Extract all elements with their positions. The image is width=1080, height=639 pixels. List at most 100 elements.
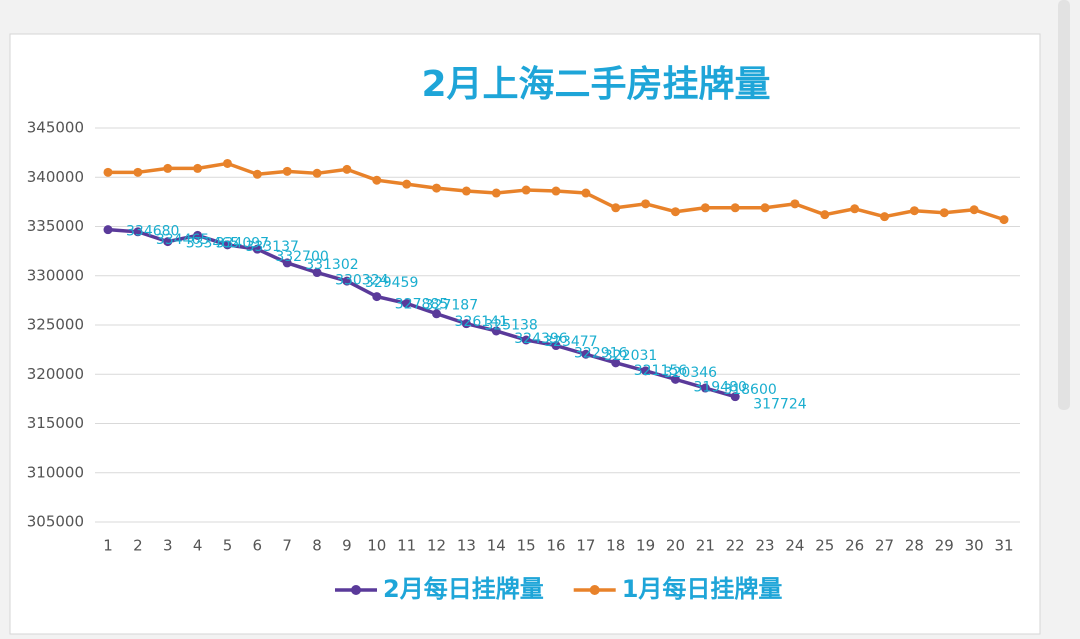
data-point: [461, 186, 471, 196]
x-tick-label: 22: [726, 537, 745, 555]
data-point: [133, 227, 143, 237]
data-point: [521, 335, 531, 345]
data-point: [252, 169, 262, 179]
data-point: [133, 167, 143, 177]
data-point: [312, 168, 322, 178]
x-tick-label: 25: [815, 537, 834, 555]
data-label: 327187: [425, 297, 478, 313]
x-tick-label: 31: [994, 537, 1013, 555]
data-point: [700, 203, 710, 213]
data-point: [521, 185, 531, 195]
y-tick-label: 345000: [27, 119, 84, 137]
x-tick-label: 23: [756, 537, 775, 555]
y-tick-label: 315000: [27, 414, 84, 432]
legend-label: 2月每日挂牌量: [383, 575, 544, 603]
data-label: 317724: [753, 397, 807, 413]
y-tick-label: 335000: [27, 217, 84, 235]
x-tick-label: 18: [606, 537, 625, 555]
x-tick-label: 29: [935, 537, 954, 555]
data-point: [939, 208, 949, 218]
data-point: [969, 205, 979, 215]
data-point: [103, 225, 113, 235]
x-tick-label: 11: [397, 537, 416, 555]
y-tick-label: 305000: [27, 513, 84, 531]
data-label: 330324: [335, 273, 389, 289]
data-point: [282, 166, 292, 176]
x-tick-label: 5: [223, 537, 233, 555]
data-point: [551, 186, 561, 196]
data-point: [670, 207, 680, 217]
data-label: 324396: [514, 331, 568, 347]
data-label: 334097: [216, 235, 269, 251]
x-tick-label: 8: [312, 537, 322, 555]
data-point: [551, 341, 561, 351]
y-tick-label: 320000: [27, 365, 84, 383]
data-label: 334465: [156, 232, 209, 248]
data-point: [670, 374, 680, 384]
data-label: 320346: [664, 365, 718, 381]
x-tick-label: 30: [965, 537, 984, 555]
x-tick-label: 9: [342, 537, 352, 555]
data-point: [880, 212, 890, 222]
data-point: [850, 204, 860, 214]
data-point: [461, 319, 471, 329]
data-label: 321156: [634, 363, 688, 379]
data-point: [372, 292, 382, 302]
data-label: 333465: [186, 236, 239, 252]
y-tick-label: 310000: [27, 463, 84, 481]
x-tick-label: 3: [163, 537, 173, 555]
data-point: [581, 188, 591, 198]
data-point: [402, 298, 412, 308]
x-tick-label: 2: [133, 537, 143, 555]
x-tick-label: 14: [487, 537, 506, 555]
data-point: [222, 158, 232, 168]
chart-area: [9, 33, 1041, 635]
x-tick-label: 16: [546, 537, 565, 555]
x-tick-label: 4: [193, 537, 203, 555]
data-point: [342, 276, 352, 286]
y-tick-label: 325000: [27, 316, 84, 334]
data-point: [372, 175, 382, 185]
data-point: [312, 268, 322, 278]
legend-marker: [351, 585, 361, 595]
data-point: [730, 203, 740, 213]
data-point: [611, 203, 621, 213]
x-tick-label: 7: [282, 537, 292, 555]
x-tick-label: 13: [457, 537, 476, 555]
data-label: 325138: [484, 318, 537, 334]
data-point: [432, 183, 442, 193]
series-line: [107, 227, 736, 399]
data-point: [402, 179, 412, 189]
x-tick-label: 21: [696, 537, 715, 555]
data-label: 322916: [574, 346, 628, 362]
x-tick-label: 19: [636, 537, 655, 555]
data-point: [760, 203, 770, 213]
data-label: 333137: [245, 239, 298, 255]
x-tick-label: 20: [666, 537, 685, 555]
x-tick-label: 26: [845, 537, 864, 555]
x-tick-label: 10: [367, 537, 386, 555]
data-point: [103, 167, 113, 177]
data-label: 332700: [275, 249, 328, 265]
x-tick-label: 6: [253, 537, 263, 555]
data-point: [491, 188, 501, 198]
x-tick-label: 28: [905, 537, 924, 555]
data-point: [611, 358, 621, 368]
data-label: 318600: [723, 382, 776, 398]
scrollbar: [1058, 0, 1070, 410]
data-point: [163, 237, 173, 247]
data-point: [700, 383, 710, 393]
data-label: 322031: [604, 348, 657, 364]
data-label: 331302: [305, 257, 358, 273]
data-label: 319480: [693, 379, 746, 395]
data-label: 327885: [395, 297, 448, 313]
data-point: [491, 326, 501, 336]
data-point: [193, 163, 203, 173]
data-point: [581, 349, 591, 359]
data-point: [342, 164, 352, 174]
data-point: [432, 309, 442, 319]
data-point: [730, 392, 740, 402]
y-tick-label: 330000: [27, 266, 84, 284]
data-label: 334680: [126, 224, 179, 240]
